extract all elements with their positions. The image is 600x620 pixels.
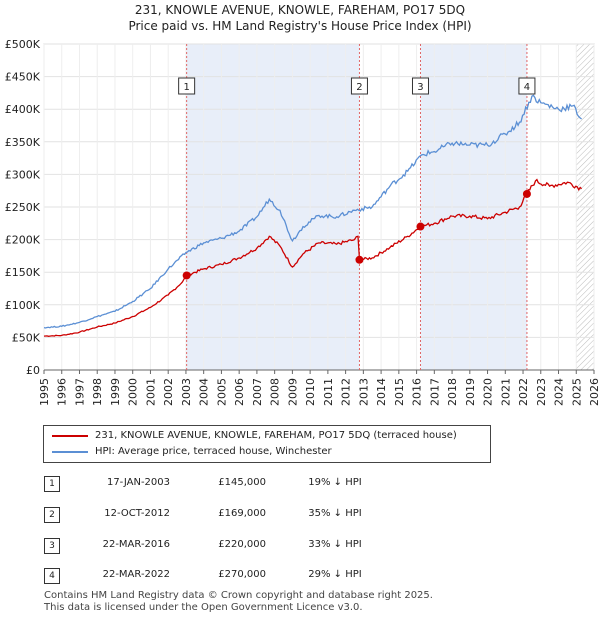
chart-subtitle: Price paid vs. HM Land Registry's House … <box>128 19 472 33</box>
x-tick-label: 2023 <box>535 378 548 406</box>
transaction-date: 22-MAR-2022 <box>102 569 170 580</box>
x-tick-label: 2024 <box>553 378 566 406</box>
transaction-price: £270,000 <box>218 569 266 580</box>
transaction-number: 4 <box>44 568 60 584</box>
transaction-hpi: 35% ↓ HPI <box>308 508 362 519</box>
x-tick-label: 2008 <box>269 378 282 406</box>
x-tick-label: 2012 <box>340 378 353 406</box>
transaction-price: £145,000 <box>218 477 266 488</box>
sale-point <box>355 255 364 264</box>
y-tick-label: £150K <box>5 266 41 279</box>
x-tick-label: 1999 <box>109 378 122 406</box>
x-tick-label: 2011 <box>322 378 335 406</box>
transaction-row: 3 22-MAR-2016 £220,000 33% ↓ HPI <box>0 538 600 558</box>
x-tick-label: 1996 <box>56 378 69 406</box>
sale-marker-box <box>350 77 368 95</box>
legend-label-property: 231, KNOWLE AVENUE, KNOWLE, FAREHAM, PO1… <box>95 430 457 441</box>
transaction-number: 2 <box>44 507 60 523</box>
transaction-price: £169,000 <box>218 508 266 519</box>
x-tick-label: 2014 <box>375 378 388 406</box>
x-tick-label: 2009 <box>286 378 299 406</box>
footer-copyright: Contains HM Land Registry data © Crown c… <box>44 590 433 601</box>
y-tick-label: £0 <box>26 364 40 377</box>
transaction-price: £220,000 <box>218 539 266 550</box>
x-tick-label: 2004 <box>198 378 211 406</box>
x-tick-label: 2019 <box>464 378 477 406</box>
price-chart: £0 £50K £100K £150K £200K £250K £300K £350K £400… <box>5 38 600 406</box>
x-tick-label: 2018 <box>446 378 459 406</box>
sale-point <box>182 271 191 280</box>
x-tick-label: 2002 <box>162 378 175 406</box>
y-tick-label: £400K <box>5 103 41 116</box>
x-tick-label: 2017 <box>428 378 441 406</box>
y-tick-label: £300K <box>5 168 41 181</box>
x-tick-label: 1998 <box>91 378 104 406</box>
sale-marker-label: 3 <box>417 82 423 93</box>
transaction-number: 3 <box>44 538 60 554</box>
sale-marker-box <box>518 77 536 95</box>
x-tick-label: 2021 <box>499 378 512 406</box>
sale-marker-box <box>178 77 196 95</box>
chart-legend: 231, KNOWLE AVENUE, KNOWLE, FAREHAM, PO1… <box>43 425 491 463</box>
x-tick-label: 1995 <box>38 378 51 406</box>
x-tick-label: 2005 <box>215 378 228 406</box>
series-line-hpi <box>43 94 582 329</box>
x-tick-label: 1997 <box>73 378 86 406</box>
x-tick-label: 2016 <box>411 378 424 406</box>
x-tick-label: 2000 <box>127 378 140 406</box>
sale-marker-label: 2 <box>356 82 362 93</box>
y-tick-label: £350K <box>5 136 41 149</box>
transaction-row: 2 12-OCT-2012 £169,000 35% ↓ HPI <box>0 507 600 527</box>
transaction-date: 12-OCT-2012 <box>104 508 170 519</box>
x-tick-label: 2026 <box>588 378 600 406</box>
transaction-date: 17-JAN-2003 <box>106 477 170 488</box>
x-tick-label: 2010 <box>304 378 317 406</box>
y-tick-label: £200K <box>5 234 41 247</box>
x-tick-label: 2013 <box>357 378 370 406</box>
y-tick-label: £50K <box>12 331 41 344</box>
legend-label-hpi: HPI: Average price, terraced house, Winc… <box>95 446 332 457</box>
transaction-row: 4 22-MAR-2022 £270,000 29% ↓ HPI <box>0 568 600 588</box>
x-tick-label: 2006 <box>233 378 246 406</box>
y-tick-label: £250K <box>5 201 41 214</box>
y-tick-label: £500K <box>5 38 41 51</box>
footer-license: This data is licensed under the Open Gov… <box>44 602 363 613</box>
transaction-hpi: 19% ↓ HPI <box>308 477 362 488</box>
sale-point <box>416 222 425 231</box>
legend-swatch-property <box>52 435 88 437</box>
y-tick-label: £450K <box>5 71 41 84</box>
x-tick-label: 2001 <box>144 378 157 406</box>
sale-point <box>522 189 531 198</box>
transaction-date: 22-MAR-2016 <box>102 539 170 550</box>
sale-marker-box <box>411 77 429 95</box>
x-tick-label: 2003 <box>180 378 193 406</box>
series-line-property <box>43 178 583 337</box>
x-tick-label: 2015 <box>393 378 406 406</box>
transaction-hpi: 33% ↓ HPI <box>308 539 362 550</box>
chart-title: 231, KNOWLE AVENUE, KNOWLE, FAREHAM, PO1… <box>134 3 466 17</box>
x-tick-label: 2025 <box>570 378 583 406</box>
legend-swatch-hpi <box>52 451 88 453</box>
transaction-hpi: 29% ↓ HPI <box>308 569 362 580</box>
sale-marker-label: 1 <box>183 82 189 93</box>
x-tick-label: 2022 <box>517 378 530 406</box>
x-tick-label: 2007 <box>251 378 264 406</box>
y-tick-label: £100K <box>5 299 41 312</box>
transaction-row: 1 17-JAN-2003 £145,000 19% ↓ HPI <box>0 476 600 496</box>
x-tick-label: 2020 <box>482 378 495 406</box>
transaction-number: 1 <box>44 476 60 492</box>
sale-marker-label: 4 <box>524 82 530 93</box>
